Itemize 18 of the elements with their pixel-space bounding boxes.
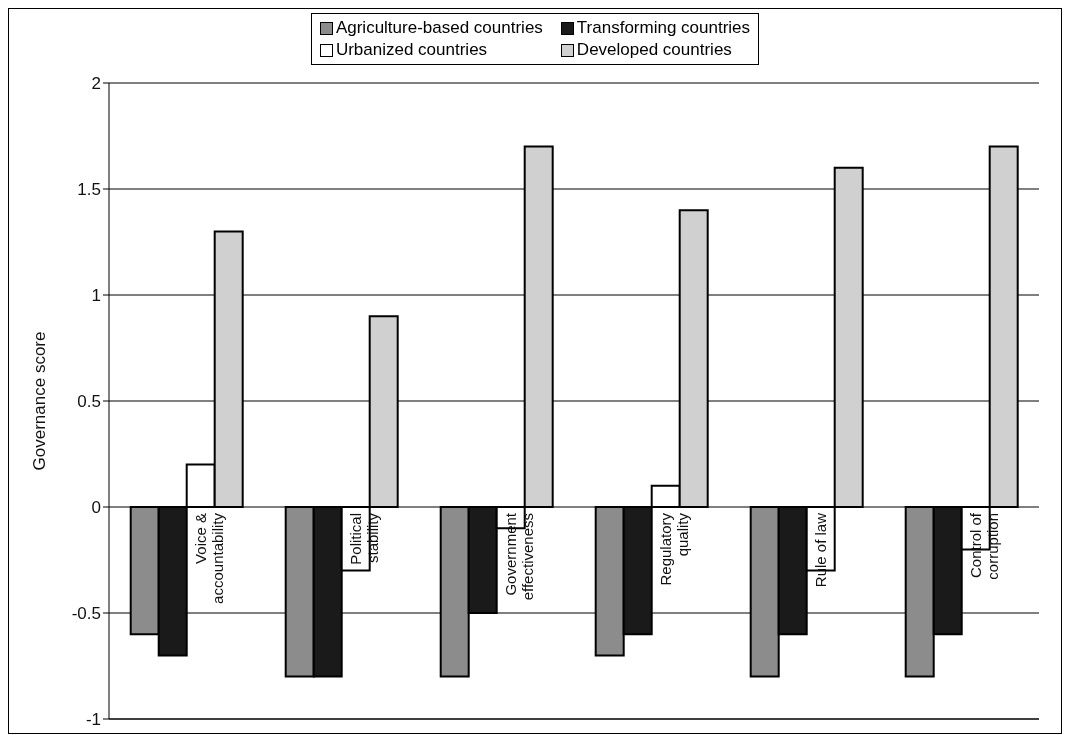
- legend-label: Developed countries: [576, 40, 732, 60]
- legend-label: Transforming countries: [576, 18, 751, 38]
- y-tick-label: 0: [91, 498, 101, 518]
- x-tick-label: Regulatory quality: [656, 512, 691, 586]
- y-axis-title: Governance score: [30, 331, 50, 471]
- x-tick-label: Control of corruption: [966, 512, 1001, 580]
- y-tick-label: 1: [91, 286, 101, 306]
- legend-label: Agriculture-based countries: [335, 18, 543, 38]
- x-tick-label: Political stability: [346, 512, 381, 565]
- y-tick-label: 2: [91, 74, 101, 94]
- y-tick-label: 1.5: [77, 180, 101, 200]
- x-tick-label: Government effectiveness: [501, 512, 536, 601]
- y-tick-label: 0.5: [77, 392, 101, 412]
- y-tick-label: -1: [85, 710, 101, 730]
- x-tick-label: Rule of law: [811, 512, 829, 588]
- y-tick-label: -0.5: [71, 604, 101, 624]
- x-tick-label: Voice & accountability: [191, 512, 226, 604]
- legend-label: Urbanized countries: [335, 40, 488, 60]
